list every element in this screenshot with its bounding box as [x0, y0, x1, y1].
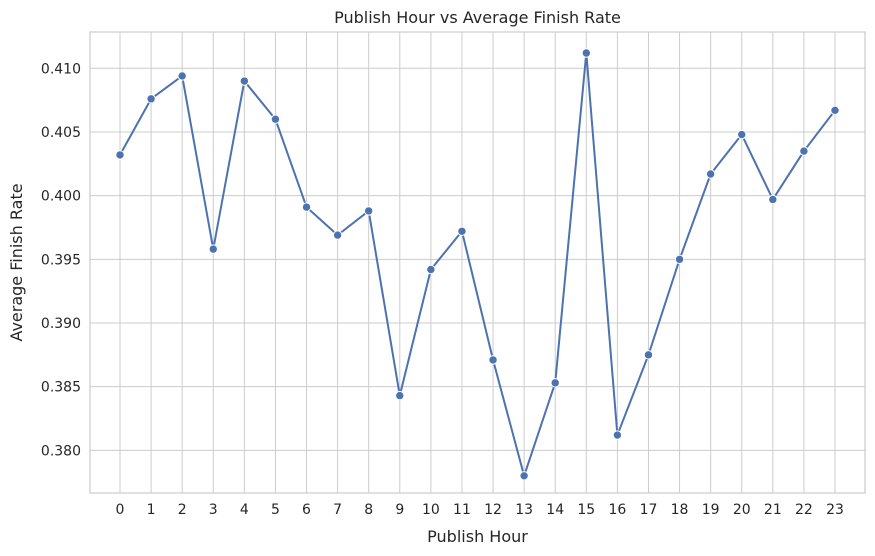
data-point: [768, 194, 778, 205]
y-tick-label: 0.390: [41, 316, 81, 332]
plot-frame: [89, 31, 866, 494]
data-point: [488, 355, 498, 365]
x-tick-label: 13: [515, 502, 533, 518]
series: [115, 48, 840, 481]
data-point: [705, 169, 716, 179]
data-point: [332, 230, 343, 240]
data-point: [581, 48, 592, 58]
x-tick-label: 11: [453, 502, 471, 518]
x-tick-label: 20: [733, 502, 751, 518]
data-point: [643, 350, 654, 360]
chart-title: Publish Hour vs Average Finish Rate: [334, 8, 621, 27]
x-tick-label: 16: [608, 502, 626, 518]
data-point: [239, 76, 250, 86]
x-tick-label: 6: [302, 502, 311, 518]
data-point: [115, 150, 125, 160]
x-tick-label: 1: [147, 502, 156, 518]
x-tick-label: 8: [364, 502, 373, 518]
x-tick-label: 12: [484, 502, 502, 518]
data-point: [674, 254, 685, 265]
x-tick-label: 10: [422, 502, 440, 518]
data-point: [208, 244, 218, 254]
x-tick-labels: 0 1 2 3 4 5 6 7 8 9 10 11 12 13 14 15 16 17 18 19 20 21 22 23: [116, 502, 844, 518]
x-tick-label: 18: [671, 502, 689, 518]
x-axis-label: Publish Hour: [427, 527, 528, 546]
x-tick-label: 4: [240, 502, 249, 518]
x-tick-label: 3: [209, 502, 218, 518]
data-point: [612, 430, 623, 440]
x-tick-label: 2: [178, 502, 187, 518]
y-axis-label: Average Finish Rate: [7, 183, 26, 341]
x-tick-label: 19: [702, 502, 720, 518]
data-point: [177, 71, 187, 81]
x-tick-label: 9: [395, 502, 404, 518]
data-point: [426, 264, 436, 275]
data-point: [146, 94, 156, 104]
data-point: [737, 129, 747, 140]
x-tick-label: 22: [795, 502, 813, 518]
x-tick-label: 15: [577, 502, 595, 518]
data-point: [363, 206, 374, 216]
x-tick-label: 21: [764, 502, 782, 518]
data-point: [301, 202, 312, 212]
data-point: [395, 390, 405, 401]
data-point: [457, 226, 467, 236]
y-tick-labels: 0.380 0.385 0.390 0.395 0.400 0.405 0.410: [41, 61, 81, 459]
x-tick-label: 14: [546, 502, 564, 518]
data-point: [519, 471, 529, 481]
data-point: [830, 105, 840, 116]
y-tick-label: 0.400: [41, 189, 81, 205]
x-tick-label: 7: [333, 502, 342, 518]
data-point: [799, 146, 809, 156]
data-point: [270, 114, 281, 124]
grid: [90, 32, 865, 493]
y-tick-label: 0.380: [41, 443, 81, 459]
x-tick-label: 17: [640, 502, 658, 518]
series-line: [119, 52, 836, 477]
data-point: [550, 378, 560, 388]
y-tick-label: 0.410: [41, 61, 81, 77]
x-tick-label: 5: [271, 502, 280, 518]
y-tick-label: 0.405: [41, 125, 81, 141]
y-tick-label: 0.395: [41, 252, 81, 268]
x-tick-label: 0: [116, 502, 125, 518]
x-tick-label: 23: [826, 502, 844, 518]
y-tick-label: 0.385: [41, 380, 81, 396]
